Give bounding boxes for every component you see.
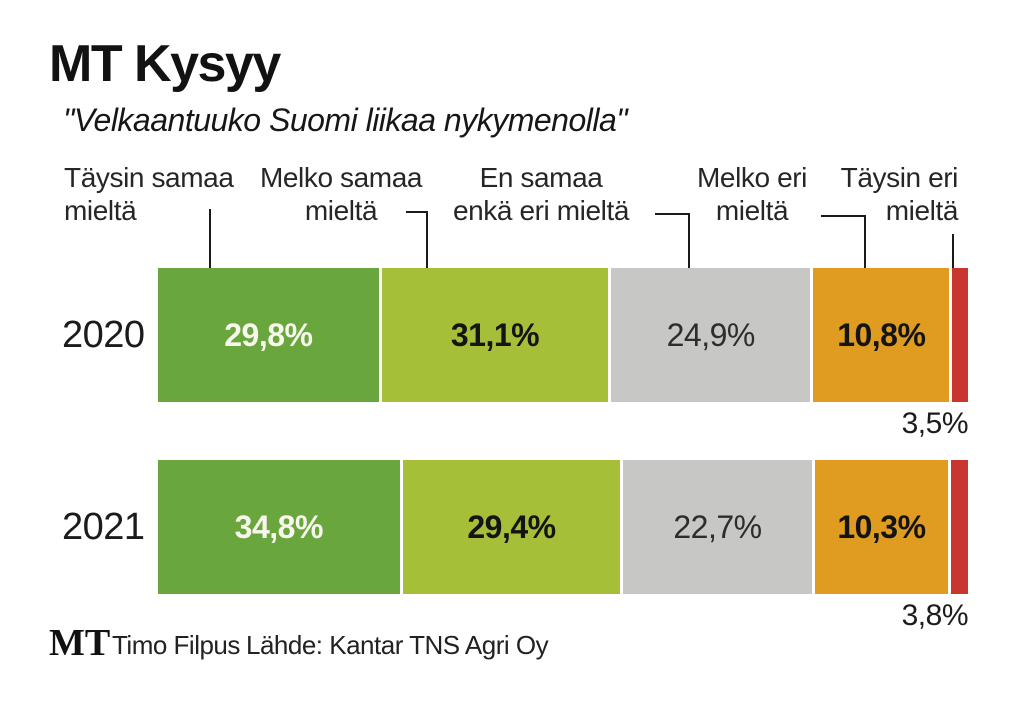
author-credit: Timo Filpus: [112, 630, 240, 660]
survey-question: "Velkaantuuko Suomi liikaa nykymenolla": [63, 102, 628, 138]
year-label: 2021: [62, 505, 145, 548]
segment-value: 29,4%: [467, 508, 556, 545]
bar-row-2021: 2021 34,8% 29,4% 22,7% 10,3% 3,8%: [62, 460, 969, 632]
stacked-bar-2020: 29,8% 31,1% 24,9% 10,8%: [158, 268, 968, 402]
connector-line: [821, 215, 866, 281]
segment-taysin-samaa: 34,8%: [158, 460, 400, 594]
segment-melko-eri: 10,3%: [814, 460, 949, 594]
segment-value: 22,7%: [673, 508, 762, 545]
stacked-bar-2021: 34,8% 29,4% 22,7% 10,3%: [158, 460, 968, 594]
legend-label-en-samaa-enka-eri: En samaa enkä eri mieltä: [441, 161, 641, 227]
segment-melko-eri: 10,8%: [813, 268, 950, 402]
segment-value: 10,3%: [837, 508, 926, 545]
segment-en-samaa-enka-eri: 22,7%: [623, 460, 812, 594]
legend-label-line: Melko eri: [697, 162, 807, 193]
page-title: MT Kysyy: [49, 35, 281, 93]
segment-value-outside: 3,8%: [901, 599, 969, 632]
segment-melko-samaa: 31,1%: [381, 268, 609, 402]
segment-taysin-samaa: 29,8%: [158, 268, 379, 402]
connector-line: [655, 213, 690, 281]
segment-taysin-eri: [951, 460, 968, 594]
legend-label-line: enkä eri mieltä: [452, 195, 630, 226]
legend-label-line: Melko samaa: [259, 162, 423, 193]
legend-label-line: Täysin eri: [840, 162, 959, 193]
segment-value: 10,8%: [837, 316, 926, 353]
legend-label-melko-eri-mielta: Melko eri mieltä: [652, 161, 852, 227]
source-credit: Lähde: Kantar TNS Agri Oy: [246, 630, 549, 660]
segment-value: 31,1%: [450, 316, 540, 353]
segment-value-outside: 3,5%: [901, 407, 969, 440]
legend-label-taysin-eri-mielta: Täysin eri mieltä: [807, 161, 959, 227]
mt-logo: MT: [49, 622, 111, 664]
legend-label-line: mieltä: [715, 195, 789, 226]
legend-label-melko-samaa-mielta: Melko samaa mieltä: [241, 161, 441, 227]
segment-value: 29,8%: [224, 316, 313, 353]
connector-line: [209, 209, 211, 288]
legend-label-taysin-samaa-mielta: Täysin samaa mieltä: [64, 161, 244, 227]
connector-line: [952, 234, 954, 281]
legend-label-line: En samaa: [479, 162, 603, 193]
segment-taysin-eri: [952, 268, 968, 402]
legend-label-line: Täysin samaa: [64, 162, 234, 193]
bar-row-2020: 2020 29,8% 31,1% 24,9% 10,8% 3,5%: [62, 268, 969, 440]
segment-en-samaa-enka-eri: 24,9%: [611, 268, 811, 402]
segment-melko-samaa: 29,4%: [402, 460, 621, 594]
connector-line: [406, 211, 428, 290]
segment-value: 34,8%: [234, 508, 324, 545]
legend-label-line: mieltä: [885, 195, 959, 226]
legend-label-line: mieltä: [64, 195, 137, 226]
legend-label-line: mieltä: [304, 195, 378, 226]
year-label: 2020: [62, 313, 145, 356]
segment-value: 24,9%: [666, 316, 756, 353]
